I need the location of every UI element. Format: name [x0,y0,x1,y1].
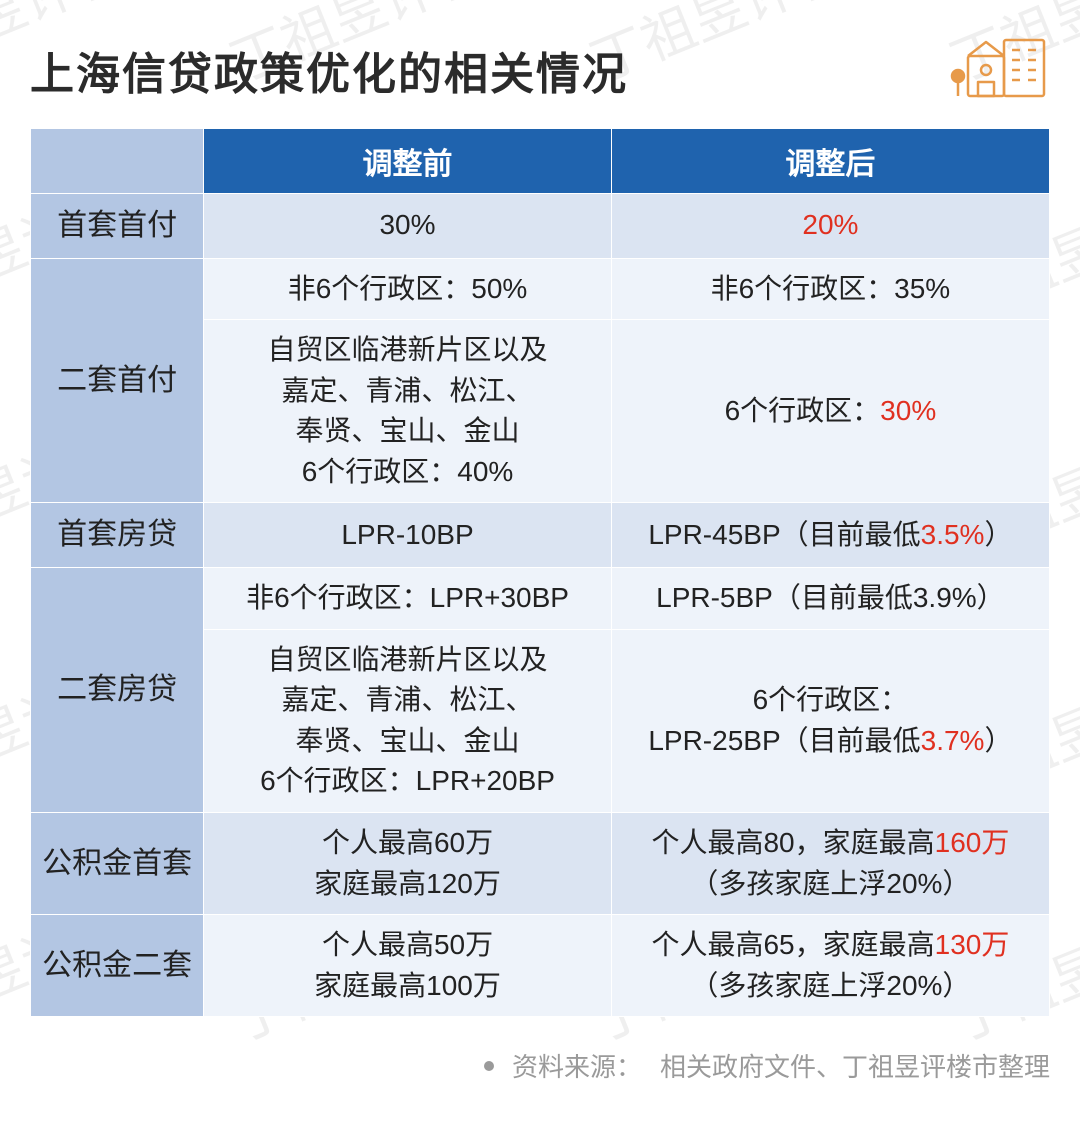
column-header: 调整前 [204,129,612,194]
source-label: 资料来源： [512,1047,642,1084]
after-cell: 6个行政区：LPR-25BP（目前最低3.7%） [611,629,1049,812]
row-label: 公积金首套 [31,812,204,914]
row-label: 首套首付 [31,194,204,259]
bullet-icon [484,1061,494,1071]
after-cell: 非6个行政区：35% [611,258,1049,320]
table-row: 二套首付非6个行政区：50%非6个行政区：35% [31,258,1050,320]
row-label: 首套房贷 [31,503,204,568]
source-row: 资料来源： 相关政府文件、丁祖昱评楼市整理 [30,1047,1050,1084]
before-cell: LPR-10BP [204,503,612,568]
row-label: 公积金二套 [31,915,204,1017]
after-cell: 个人最高80，家庭最高160万（多孩家庭上浮20%） [611,812,1049,914]
table-row: 首套首付30%20% [31,194,1050,259]
row-label: 二套房贷 [31,567,204,812]
after-cell: 6个行政区：30% [611,320,1049,503]
after-cell: 20% [611,194,1049,259]
row-label: 二套首付 [31,258,204,503]
before-cell: 个人最高60万家庭最高120万 [204,812,612,914]
title-row: 上海信贷政策优化的相关情况 [30,30,1050,102]
table-header-row: 调整前调整后 [31,129,1050,194]
page-title: 上海信贷政策优化的相关情况 [30,38,628,102]
table-row: 首套房贷LPR-10BPLPR-45BP（目前最低3.5%） [31,503,1050,568]
buildings-icon [950,30,1050,102]
after-cell: 个人最高65，家庭最高130万（多孩家庭上浮20%） [611,915,1049,1017]
before-cell: 非6个行政区：LPR+30BP [204,567,612,629]
before-cell: 自贸区临港新片区以及嘉定、青浦、松江、奉贤、宝山、金山6个行政区：LPR+20B… [204,629,612,812]
before-cell: 自贸区临港新片区以及嘉定、青浦、松江、奉贤、宝山、金山6个行政区：40% [204,320,612,503]
source-text: 相关政府文件、丁祖昱评楼市整理 [660,1047,1050,1084]
table-row: 公积金首套个人最高60万家庭最高120万个人最高80，家庭最高160万（多孩家庭… [31,812,1050,914]
table-row: 公积金二套个人最高50万家庭最高100万个人最高65，家庭最高130万（多孩家庭… [31,915,1050,1017]
policy-table: 调整前调整后 首套首付30%20%二套首付非6个行政区：50%非6个行政区：35… [30,128,1050,1017]
before-cell: 30% [204,194,612,259]
column-header [31,129,204,194]
table-row: 二套房贷非6个行政区：LPR+30BPLPR-5BP（目前最低3.9%） [31,567,1050,629]
table-body: 首套首付30%20%二套首付非6个行政区：50%非6个行政区：35%自贸区临港新… [31,194,1050,1017]
after-cell: LPR-45BP（目前最低3.5%） [611,503,1049,568]
column-header: 调整后 [611,129,1049,194]
before-cell: 非6个行政区：50% [204,258,612,320]
after-cell: LPR-5BP（目前最低3.9%） [611,567,1049,629]
before-cell: 个人最高50万家庭最高100万 [204,915,612,1017]
